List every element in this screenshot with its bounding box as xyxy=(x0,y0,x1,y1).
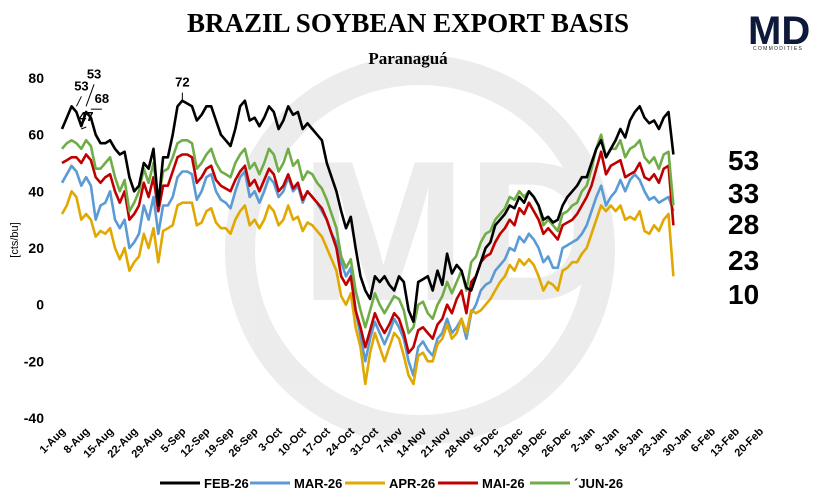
y-tick-label: 60 xyxy=(28,127,44,143)
y-tick-label: 20 xyxy=(28,240,44,256)
logo-tagline: COMMODITIES xyxy=(753,46,803,52)
legend-label: FEB-26 xyxy=(204,476,249,491)
legend-label: APR-26 xyxy=(389,476,435,491)
y-tick-label: 0 xyxy=(36,297,44,313)
legend-label: MAR-26 xyxy=(294,476,342,491)
annotation-label: 72 xyxy=(175,75,189,90)
annotation-leader xyxy=(81,126,87,130)
series-line-jun26 xyxy=(61,133,675,335)
end-value-label: 10 xyxy=(728,279,759,310)
annotation-label: 68 xyxy=(95,91,109,106)
annotation-label: 53 xyxy=(74,78,88,93)
y-axis: -40 -20 0 20 40 60 80 xyxy=(24,70,44,426)
end-value-label: 33 xyxy=(728,178,759,209)
peak-annotations: 53 47 53 68 72 xyxy=(74,66,190,130)
end-value-label: 53 xyxy=(728,145,759,176)
company-logo: MD COMMODITIES xyxy=(748,9,810,53)
series-line-mar26 xyxy=(60,164,675,377)
annotation-leader xyxy=(75,96,82,107)
legend-label: MAI-26 xyxy=(482,476,525,491)
series-lines xyxy=(60,99,675,386)
annotation-label: 53 xyxy=(87,66,101,81)
end-value-label: 23 xyxy=(728,245,759,276)
x-tick-label: 1-Aug xyxy=(38,426,69,457)
series-line-apr26 xyxy=(60,190,675,386)
legend: FEB-26 MAR-26 APR-26 MAI-26 ´JUN-26 xyxy=(160,476,623,491)
y-tick-label: 80 xyxy=(28,70,44,86)
chart-subtitle: Paranaguá xyxy=(368,49,448,68)
x-tick-label: 2-Jan xyxy=(569,425,598,454)
annotation-leader xyxy=(85,84,95,107)
logo-initials: MD xyxy=(748,9,810,53)
end-value-label: 28 xyxy=(728,209,759,240)
chart-title: BRAZIL SOYBEAN EXPORT BASIS xyxy=(187,8,629,38)
series-line-feb26 xyxy=(60,99,675,324)
y-tick-label: 40 xyxy=(28,183,44,199)
y-tick-label: -40 xyxy=(24,410,44,426)
y-tick-label: -20 xyxy=(24,353,44,369)
svg-text:MD: MD xyxy=(300,120,611,343)
watermark-logo: MD xyxy=(225,55,615,445)
y-axis-label: [cts/bu] xyxy=(9,222,21,257)
series-line-mai26 xyxy=(61,150,675,355)
annotation-label: 47 xyxy=(79,109,93,124)
legend-label: ´JUN-26 xyxy=(574,476,623,491)
